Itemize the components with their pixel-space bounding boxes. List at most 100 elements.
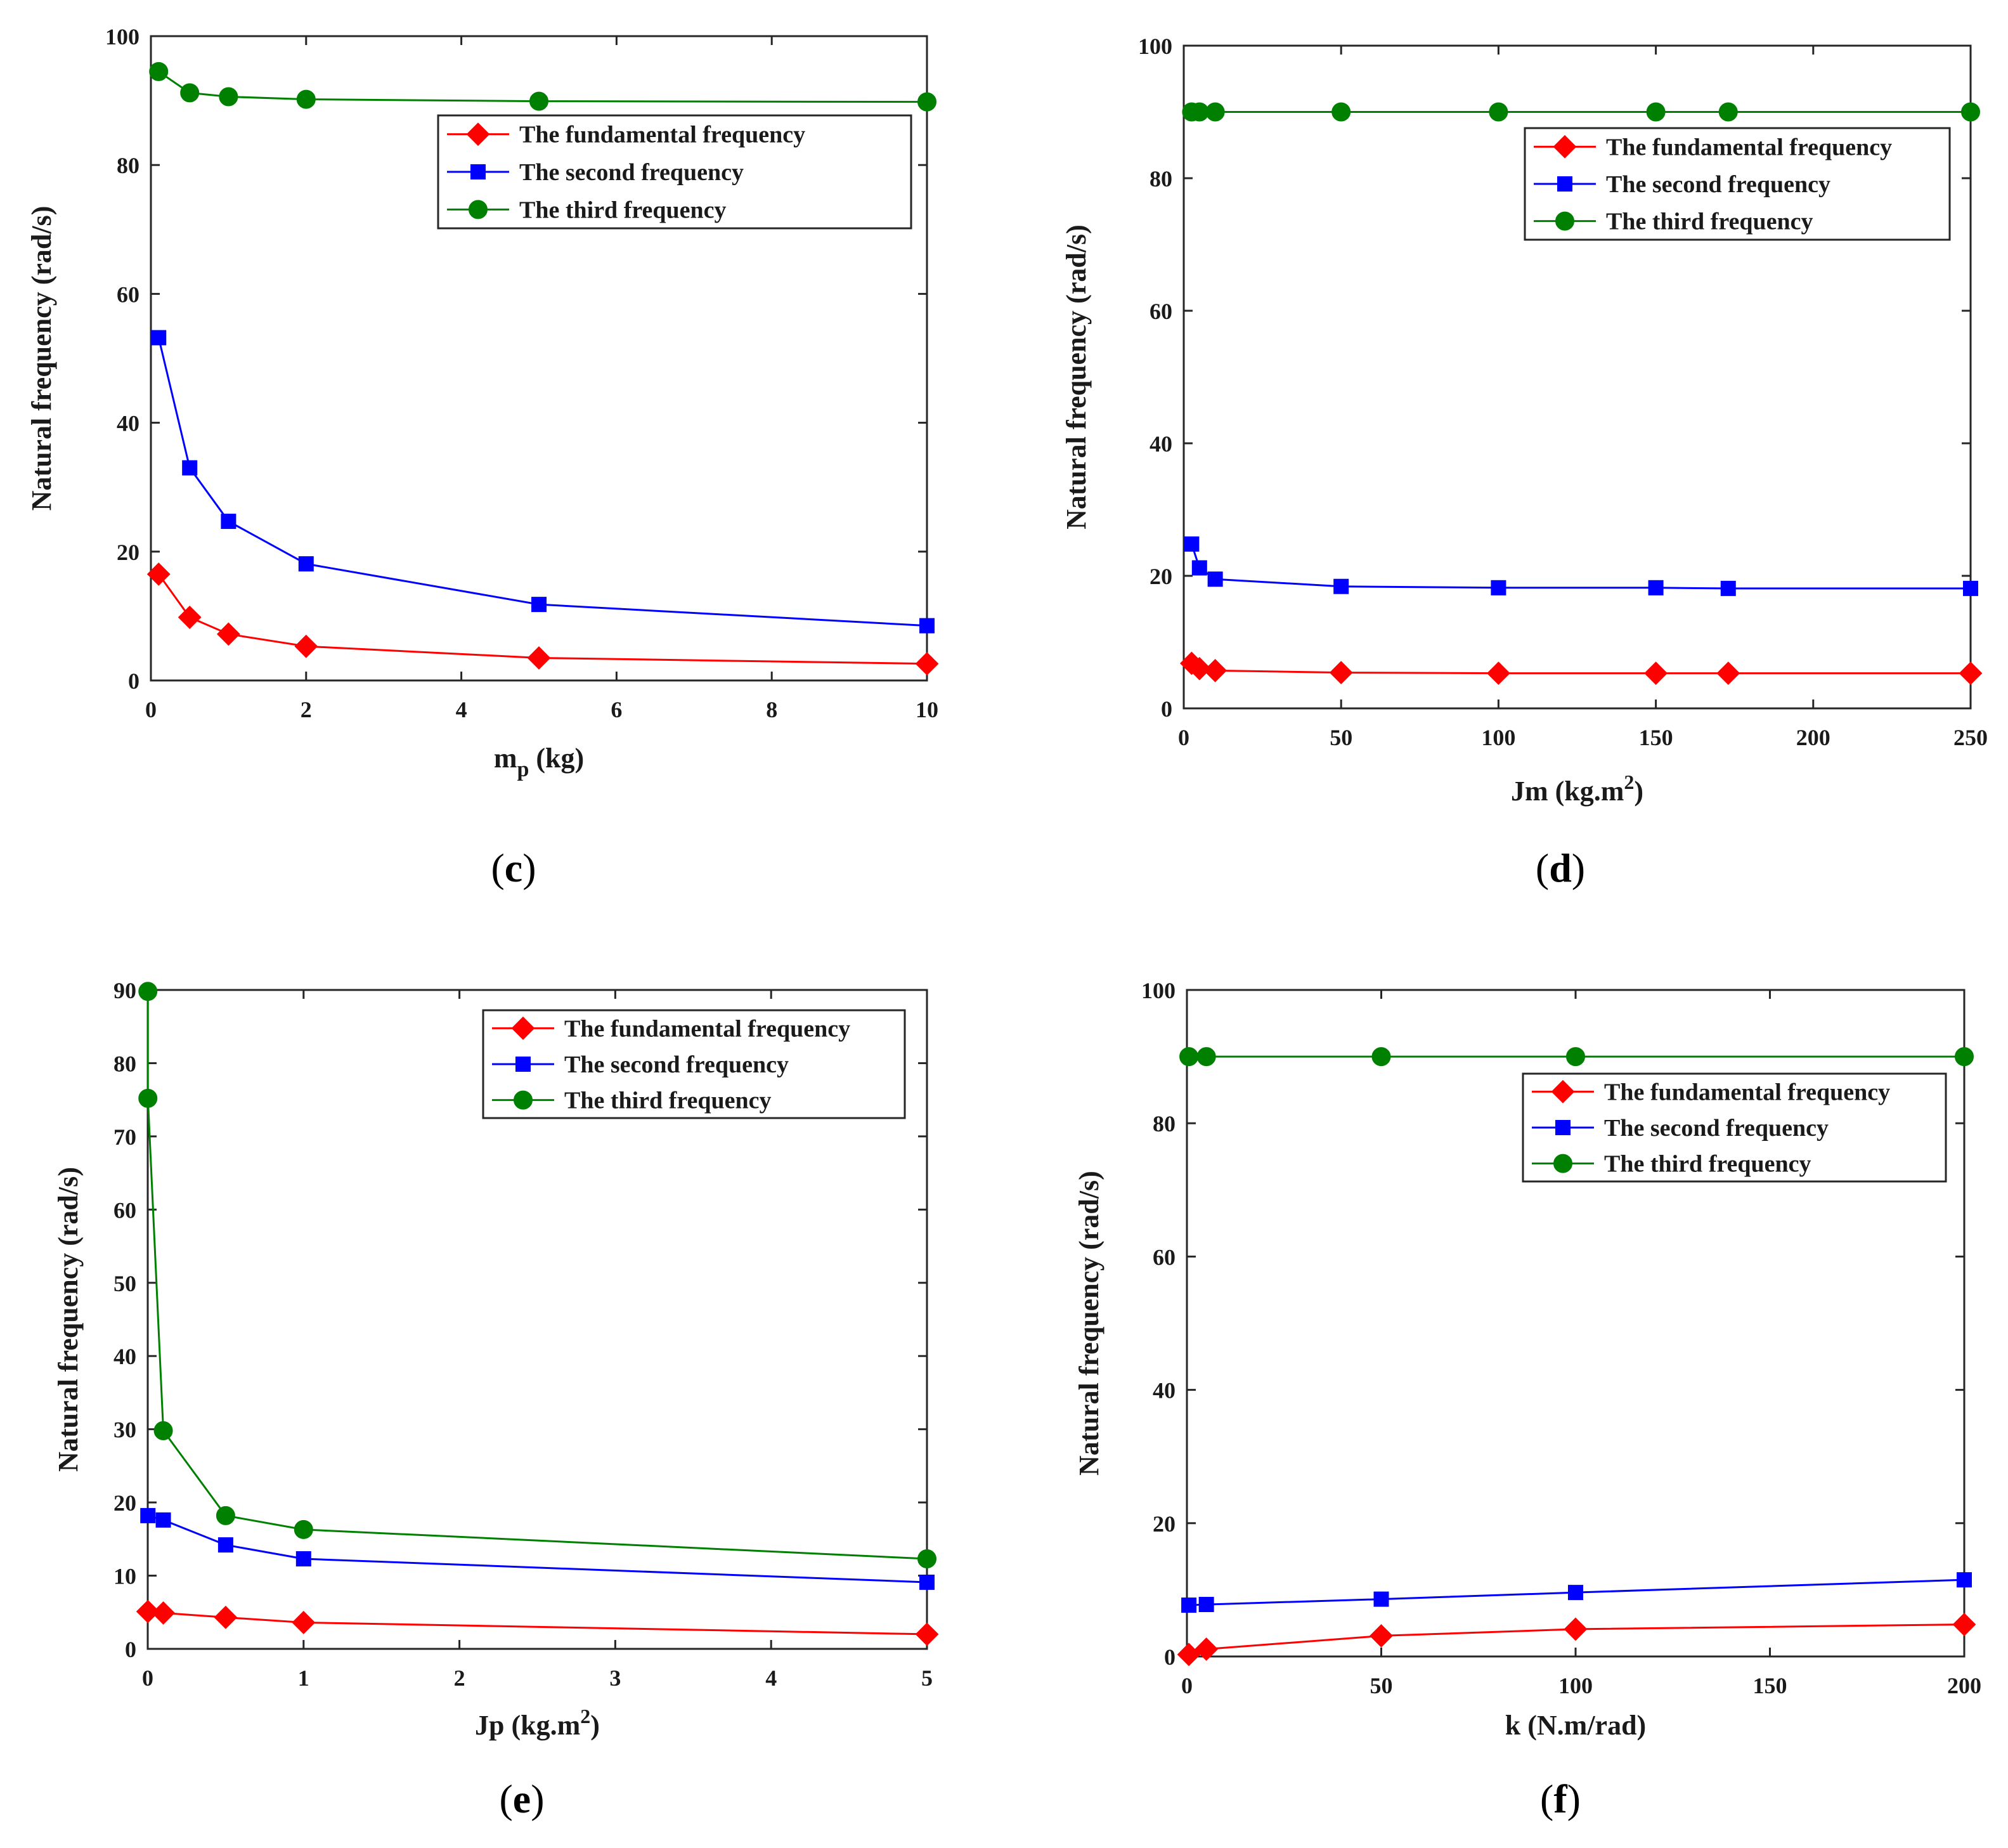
data-point-3 — [1961, 102, 1980, 122]
series-line-1 — [158, 573, 928, 665]
series-line-1 — [148, 1610, 928, 1636]
legend-entry-label: The second frequency — [1604, 1115, 1829, 1142]
data-point-1 — [1195, 1637, 1219, 1661]
series-line-3 — [146, 991, 928, 1560]
data-point-3 — [917, 1549, 936, 1569]
data-point-1 — [527, 646, 551, 670]
data-point-1 — [1959, 661, 1983, 686]
data-point-2 — [140, 1507, 156, 1523]
x-tick-label: 0 — [142, 1665, 153, 1691]
data-point-2 — [1648, 580, 1664, 595]
data-point-2 — [1207, 571, 1223, 587]
data-point-2 — [182, 460, 198, 476]
data-point-2 — [1198, 1597, 1214, 1613]
data-point-3 — [1646, 102, 1666, 122]
series-line-1 — [1191, 662, 1971, 675]
legend-marker — [469, 200, 488, 219]
data-point-1 — [915, 1622, 939, 1646]
data-point-1 — [1203, 659, 1227, 682]
data-point-1 — [178, 606, 202, 629]
y-axis-label: Natural frequency (rad/s) — [1073, 1171, 1104, 1476]
legend-marker — [470, 164, 486, 179]
data-point-3 — [138, 1088, 158, 1108]
x-tick-label: 150 — [1753, 1673, 1787, 1698]
x-tick-label: 10 — [916, 697, 938, 722]
legend-entry-label: The third frequency — [519, 197, 727, 223]
y-tick-label: 50 — [113, 1271, 136, 1296]
data-point-1 — [1952, 1613, 1976, 1636]
x-axis-label: Jm (kg.m2) — [1511, 771, 1643, 807]
data-point-3 — [149, 62, 169, 81]
legend-marker — [1553, 1154, 1572, 1173]
legend-entry-label: The fundamental frequency — [1604, 1079, 1890, 1105]
data-point-2 — [155, 1512, 171, 1528]
y-tick-label: 100 — [1138, 34, 1172, 59]
x-axis-label: mp (kg) — [494, 743, 584, 781]
data-point-1 — [915, 652, 939, 675]
x-axis-label: k (N.m/rad) — [1505, 1710, 1646, 1741]
y-tick-label: 60 — [1150, 299, 1172, 324]
legend-entry-label: The second frequency — [564, 1051, 789, 1078]
data-point-2 — [1181, 1597, 1197, 1613]
y-tick-label: 0 — [128, 668, 139, 694]
legend-marker — [1555, 1120, 1571, 1135]
legend-box — [437, 114, 912, 230]
legend-marker — [1557, 176, 1572, 192]
data-point-3 — [1331, 102, 1351, 122]
data-point-2 — [1963, 580, 1978, 596]
y-tick-label: 90 — [113, 978, 136, 1003]
x-tick-label: 250 — [1953, 725, 1988, 750]
data-point-1 — [1644, 661, 1668, 686]
legend-marker — [1553, 134, 1577, 159]
data-point-2 — [1373, 1591, 1389, 1607]
y-tick-label: 20 — [117, 540, 139, 565]
x-tick-label: 8 — [766, 697, 777, 722]
data-point-3 — [296, 89, 316, 109]
legend-entry-label: The second frequency — [519, 159, 744, 186]
x-tick-label: 0 — [145, 697, 157, 722]
y-tick-label: 0 — [1161, 696, 1172, 722]
series-line-2 — [147, 1514, 928, 1584]
legend-marker — [1551, 1079, 1575, 1103]
panel-caption: (f) — [1540, 1776, 1581, 1821]
x-tick-label: 200 — [1796, 725, 1830, 750]
x-tick-label: 4 — [765, 1665, 777, 1691]
panel-caption: (c) — [491, 845, 536, 890]
panel-caption: (e) — [499, 1776, 544, 1821]
data-point-2 — [1333, 578, 1349, 594]
y-tick-label: 20 — [1153, 1511, 1176, 1537]
data-point-3 — [219, 87, 238, 107]
legend-entry-label: The third frequency — [1606, 209, 1813, 235]
y-tick-label: 30 — [113, 1417, 136, 1443]
data-point-1 — [294, 634, 318, 658]
legend: The fundamental frequency The second freq… — [482, 1009, 906, 1119]
data-point-3 — [1205, 102, 1225, 122]
data-point-3 — [529, 91, 548, 111]
y-tick-label: 0 — [125, 1637, 136, 1662]
data-point-3 — [1718, 102, 1738, 122]
data-point-1 — [216, 622, 240, 646]
x-tick-label: 4 — [456, 697, 467, 722]
data-point-3 — [1189, 102, 1209, 122]
legend-marker — [511, 1016, 535, 1040]
x-tick-label: 3 — [609, 1665, 621, 1691]
data-point-3 — [294, 1519, 313, 1539]
y-tick-label: 80 — [117, 153, 139, 178]
data-point-2 — [1720, 580, 1736, 596]
legend-entry-label: The third frequency — [1604, 1151, 1811, 1178]
plot-frame — [150, 35, 928, 682]
data-point-2 — [298, 556, 314, 572]
y-tick-label: 60 — [117, 282, 139, 307]
data-point-1 — [214, 1605, 238, 1629]
legend-marker — [514, 1090, 533, 1110]
data-point-2 — [151, 330, 167, 346]
y-tick-label: 40 — [117, 411, 139, 436]
series-line-2 — [157, 337, 928, 627]
data-point-2 — [295, 1551, 311, 1567]
chart-panel-f: 0 50 100 150 200 0 20 40 60 80 100 Natural frequenc… — [1073, 978, 1981, 1821]
x-tick-label: 100 — [1558, 1673, 1593, 1698]
legend-entry-label: The third frequency — [564, 1088, 772, 1114]
